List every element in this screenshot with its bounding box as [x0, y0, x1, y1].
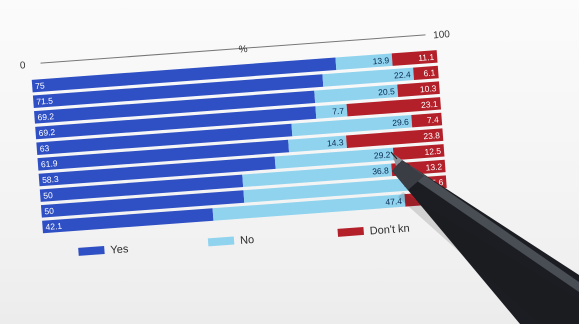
bar-dont-know-5 [411, 112, 443, 128]
bar-no-4 [315, 103, 348, 119]
bar-dont-know-2 [413, 65, 439, 81]
bar-dont-know-7 [392, 144, 445, 161]
bar-yes-value-10: 42.1 [45, 221, 63, 232]
legend-label-2: No [240, 234, 255, 247]
axis-label-start: 0 [20, 60, 27, 71]
bar-yes-2 [32, 74, 324, 108]
bar-dont-know-value-9: 5.6 [431, 177, 444, 188]
bar-yes-10 [42, 208, 214, 234]
legend-swatch-1 [78, 245, 105, 256]
bar-no-6 [288, 135, 347, 153]
bar-no-value-5: 29.6 [392, 117, 410, 128]
legend-swatch-2 [207, 236, 235, 247]
bar-yes-value-5: 63 [39, 143, 49, 154]
bar-yes-value-7: 58.3 [42, 174, 60, 185]
bar-dont-know-value-6: 23.8 [423, 130, 441, 141]
bar-dont-know-value-8: 13.2 [425, 161, 443, 172]
bar-yes-1 [31, 57, 337, 93]
bar-no-value-2: 22.4 [394, 69, 412, 80]
bar-dont-know-value-2: 6.1 [423, 67, 436, 78]
bar-yes-4 [35, 106, 317, 140]
bar-yes-8 [39, 174, 244, 202]
pen-highlight [404, 165, 579, 292]
bar-yes-value-2: 71.5 [36, 96, 54, 107]
bar-yes-9 [40, 190, 245, 218]
bar-dont-know-4 [346, 97, 442, 117]
bar-yes-6 [37, 139, 290, 171]
bar-no-value-7: 29.2 [374, 149, 392, 160]
bar-yes-3 [34, 90, 316, 124]
pen [390, 151, 579, 324]
legend-label-3: Don't kn [369, 223, 410, 238]
bar-no-1 [335, 53, 393, 71]
bar-no-value-4: 7.7 [332, 106, 345, 117]
bar-yes-5 [36, 123, 293, 155]
bar-no-8 [242, 163, 393, 188]
bar-no-7 [274, 147, 394, 169]
bar-no-3 [314, 84, 399, 104]
axis-line [40, 34, 426, 64]
bar-yes-value-9: 50 [44, 206, 54, 217]
bar-yes-value-1: 75 [35, 80, 45, 91]
bar-dont-know-value-5: 7.4 [427, 114, 440, 125]
legend-swatch-3 [337, 226, 364, 237]
pen-tip-line [390, 151, 398, 160]
axis-unit-label: % [238, 44, 248, 56]
bar-yes-value-3: 69.2 [37, 111, 55, 122]
bar-dont-know-value-3: 10.3 [420, 83, 438, 94]
bar-dont-know-value-7: 12.5 [424, 146, 442, 157]
bar-yes-value-6: 61.9 [41, 158, 59, 169]
bar-dont-know-value-1: 11.1 [418, 52, 435, 63]
bar-no-value-1: 13.9 [372, 55, 390, 66]
bar-dont-know-value-4: 23.1 [421, 99, 439, 110]
bar-no-2 [322, 67, 415, 87]
legend-label-1: Yes [110, 243, 129, 256]
bar-dont-know-6 [346, 128, 444, 148]
bar-yes-value-4: 69.2 [38, 127, 56, 138]
bar-no-10 [212, 194, 406, 221]
bar-no-value-3: 20.5 [378, 86, 396, 97]
axis-label-end: 100 [433, 29, 451, 41]
bar-yes-7 [38, 156, 276, 187]
bar-no-value-8: 36.8 [372, 165, 390, 176]
bar-dont-know-1 [391, 50, 438, 66]
bar-no-value-6: 14.3 [327, 137, 345, 148]
bar-no-9 [243, 177, 425, 203]
pen-tip-cone [392, 160, 424, 190]
pen-shadow [398, 192, 579, 324]
bar-yes-value-8: 50 [43, 190, 53, 201]
pen-body [392, 160, 579, 324]
bar-no-5 [291, 114, 413, 137]
bar-no-value-10: 47.4 [385, 196, 403, 207]
bar-dont-know-3 [397, 81, 440, 97]
